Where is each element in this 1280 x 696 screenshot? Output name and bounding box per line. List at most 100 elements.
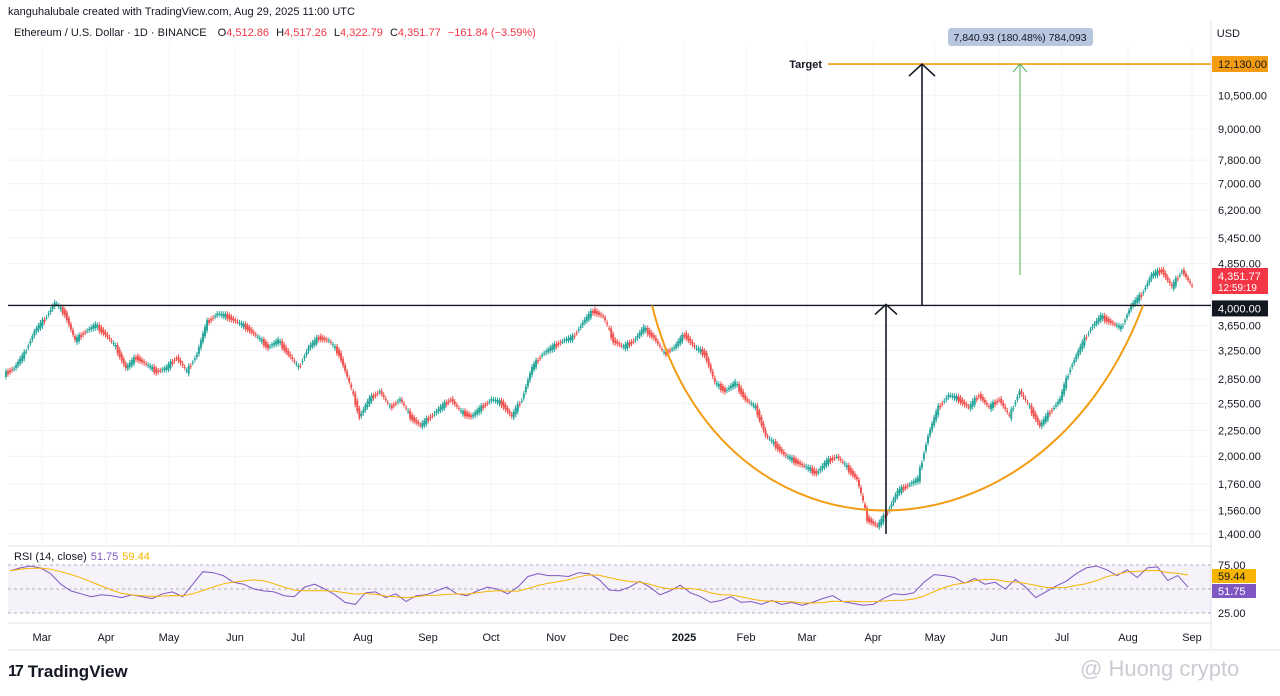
time-tick-label: Sep [418,632,438,644]
candle-body [287,350,290,355]
candle-body [335,346,338,354]
chart-credit: kanguhalubale created with TradingView.c… [8,6,355,18]
time-tick-label: May [925,632,946,644]
candle-body [959,397,962,403]
candle-body [606,322,609,325]
candle-body [908,484,911,486]
candle-body [1103,315,1106,322]
candle-body [571,335,574,341]
price-tick-label: 7,800.00 [1218,155,1261,167]
candle-body [136,355,139,361]
candle-body [1174,278,1177,286]
candle-body [23,351,26,359]
time-tick-label: Jul [1055,632,1069,644]
candle-body [868,517,871,522]
candle-body [277,339,280,344]
candle-body [1020,390,1023,395]
candle-body [470,415,473,418]
price-tick-label: 1,400.00 [1218,529,1261,541]
candle-body [1191,285,1194,287]
watermark: @ Huong crypto [1080,656,1240,681]
candle-body [1182,269,1185,275]
candle-body [898,488,901,494]
candle-body [821,465,824,470]
candle-body [132,357,135,364]
candle-body [847,465,850,472]
candle-body [494,399,497,402]
candle-body [689,338,692,343]
time-tick-label: Aug [1118,632,1138,644]
rsi-legend: RSI (14, close) 51.75 59.44 [14,551,150,563]
candle-body [727,387,730,390]
rsi-ma-line [9,567,1189,604]
candle-body [756,405,759,416]
candle-body [474,412,477,416]
candle-body [179,360,182,363]
candle-body [691,342,694,345]
candle-body [63,309,66,316]
candle-body [1048,412,1051,415]
candle-body [421,422,424,427]
candle-body [1087,333,1090,335]
candle-body [1059,398,1062,403]
candle-body [665,351,668,355]
candle-body [719,383,722,390]
candle-body [128,362,131,367]
candle-body [715,382,718,385]
rsi-line [9,565,1189,606]
candle-body [163,368,166,371]
candle-body [924,444,927,451]
candle-body [795,459,798,464]
candle-body [906,485,909,487]
candle-body [927,436,930,444]
rsi-title: RSI (14, close) [14,551,87,563]
candle-body [183,366,186,368]
candle-body [459,410,462,412]
candle-body [1038,422,1041,426]
candle-body [752,404,755,406]
candle-body [900,486,903,493]
candle-body [484,404,487,406]
candle-body [388,405,391,407]
time-tick-label: Aug [353,632,373,644]
candle-body [126,365,129,369]
candle-body [1022,394,1025,397]
candle-body [543,353,546,355]
candle-body [1111,322,1114,324]
candle-body [37,325,40,331]
candle-body [935,411,938,421]
candle-body [110,340,113,342]
candle-body [498,400,501,404]
candle-body [342,358,345,366]
candle-body [1006,410,1009,412]
candle-body [1166,276,1169,281]
candle-body [1128,310,1131,314]
tradingview-brand[interactable]: 17 TradingView [8,662,128,682]
candle-body [807,466,810,470]
rsi-ma-badge-label: 59.44 [1218,571,1246,583]
candle-body [628,342,631,346]
candle-body [378,391,381,393]
candle-body [386,402,389,404]
candle-body [1170,284,1173,287]
candle-body [989,404,992,410]
last-price-badge [1212,268,1268,294]
candle-body [500,400,503,406]
candle-body [17,361,20,366]
candle-body [626,342,629,349]
candle-body [1024,398,1027,400]
candle-body [409,410,412,419]
candle-body [447,400,450,403]
candle-body [1004,406,1007,409]
candle-body [226,313,229,319]
candle-body [662,351,665,353]
candle-body [275,340,278,345]
candle-body [687,335,690,341]
candle-body [427,418,430,421]
candle-body [350,384,353,388]
candle-body [516,403,519,412]
candle-body [53,302,56,307]
candle-body [329,341,332,343]
candle-body [567,337,570,341]
